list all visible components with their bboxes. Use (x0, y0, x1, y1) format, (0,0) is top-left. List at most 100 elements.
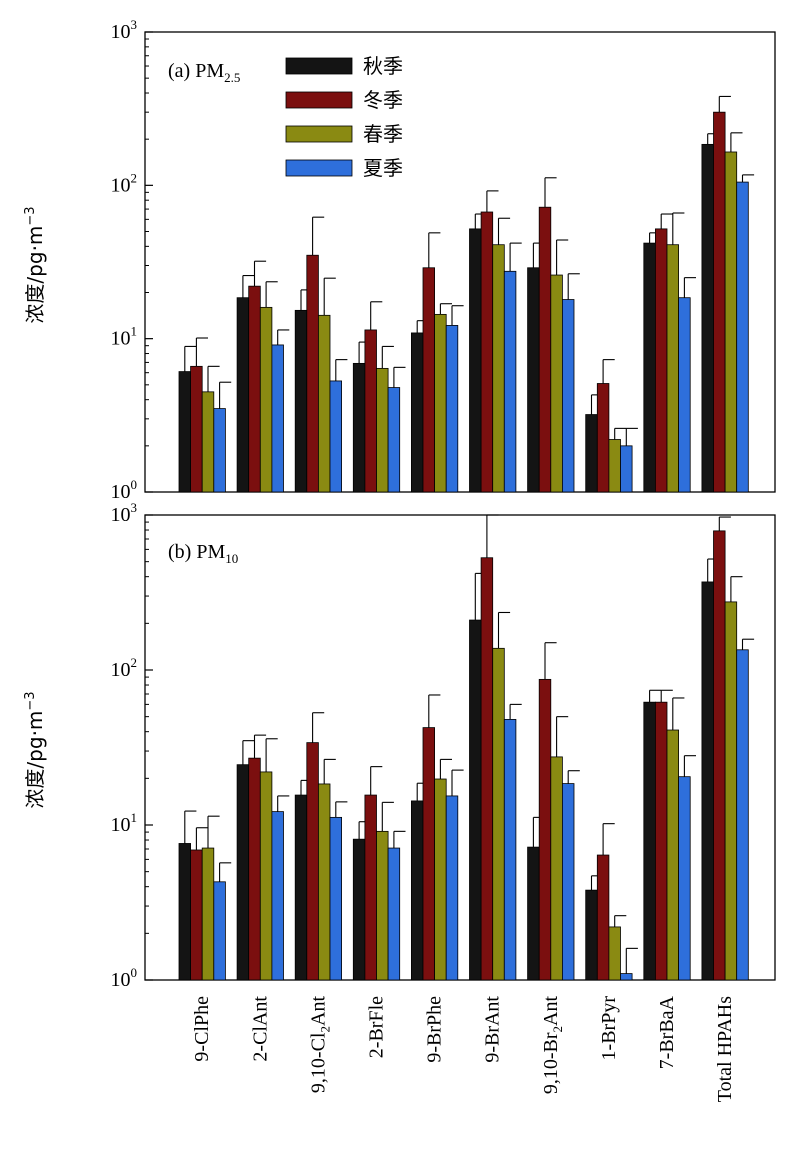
legend-label: 夏季 (363, 156, 403, 180)
bar (387, 387, 401, 493)
bar (480, 211, 494, 493)
bar (503, 270, 517, 493)
bar (445, 795, 459, 981)
x-category-label: 9,10-Br2Ant (540, 996, 565, 1095)
y-tick-label: 103 (111, 500, 138, 526)
bar (352, 362, 366, 493)
bar (585, 414, 598, 493)
bar (306, 254, 319, 493)
bar (271, 811, 284, 981)
legend-swatch (285, 159, 353, 177)
panel-label: (b) PM10 (168, 541, 238, 566)
bar (620, 973, 633, 981)
bar (608, 439, 621, 493)
bar (701, 143, 714, 493)
plot-frame (144, 31, 776, 493)
bar (538, 678, 552, 981)
x-category-label: 7-BrBaA (656, 995, 678, 1069)
bar (306, 742, 319, 981)
bar (201, 847, 215, 981)
panel-a-pm25: 100 101 102 103 浓度/pg·m−3 (a) PM2.5 (23, 17, 776, 503)
bar (655, 228, 668, 493)
bar (596, 854, 610, 981)
legend-swatch (285, 57, 353, 75)
bar (271, 344, 284, 493)
y-tick-label: 100 (111, 477, 138, 503)
bar (480, 557, 494, 981)
legend-label: 冬季 (363, 88, 403, 112)
x-category-label: 2-BrFle (366, 996, 388, 1058)
bar (329, 380, 343, 493)
bar (422, 727, 436, 981)
x-category-label: 9-BrAnt (482, 996, 504, 1063)
bar (213, 881, 226, 981)
bar (259, 771, 273, 981)
bar (562, 299, 575, 493)
bar (376, 367, 389, 493)
bar (503, 719, 517, 981)
bar (620, 445, 633, 493)
bar (562, 783, 575, 981)
bar (190, 849, 203, 981)
bar (259, 306, 273, 493)
bar (736, 649, 749, 981)
bar (178, 843, 192, 981)
y-tick-label: 102 (111, 655, 138, 681)
legend-label: 春季 (363, 122, 403, 146)
panel-label: (a) PM2.5 (168, 60, 240, 85)
bar (538, 206, 552, 493)
bar (364, 794, 377, 981)
bar (294, 309, 308, 493)
bar (469, 619, 482, 981)
y-tick-label: 103 (111, 17, 138, 43)
bar (724, 601, 738, 981)
bar (317, 783, 331, 981)
legend-swatch (285, 91, 353, 109)
x-category-label: Total HPAHs (714, 996, 736, 1102)
bar (527, 267, 540, 493)
x-category-label: 9-ClPhe (191, 996, 213, 1062)
bar (550, 274, 563, 493)
bar (178, 371, 192, 493)
bar (201, 391, 215, 493)
bar (213, 408, 226, 493)
bar (445, 325, 459, 493)
panel-b-pm10: 100 101 102 103 浓度/pg·m−3 (b) PM10 (23, 500, 776, 991)
bar (387, 847, 401, 981)
bar (434, 313, 447, 493)
bar (678, 297, 691, 493)
bar (666, 729, 680, 981)
bar (410, 332, 424, 493)
bar (724, 151, 738, 493)
bar (713, 530, 726, 981)
bar (236, 764, 250, 981)
bar (190, 365, 203, 493)
bar (236, 297, 250, 493)
bar (364, 329, 377, 493)
bar (585, 889, 598, 981)
bar (410, 800, 424, 981)
y-tick-label: 101 (111, 810, 138, 836)
bar (678, 776, 691, 981)
legend-label: 秋季 (363, 54, 403, 78)
x-category-label: 9-BrPhe (424, 996, 446, 1063)
x-category-label: 2-ClAnt (249, 996, 271, 1062)
bar (713, 111, 726, 493)
bar (434, 778, 447, 981)
bar (294, 794, 308, 981)
bar (422, 267, 436, 493)
bar (527, 846, 540, 981)
y-axis-label: 浓度/pg·m−3 (23, 206, 47, 323)
bar (666, 244, 680, 493)
y-tick-label: 101 (111, 324, 138, 350)
bar (248, 757, 261, 981)
bar (317, 314, 331, 493)
bar (608, 926, 621, 981)
bar (248, 285, 261, 493)
bar (329, 816, 343, 981)
bar (352, 838, 366, 981)
x-category-label: 9,10-Cl2Ant (307, 996, 332, 1094)
bar (492, 244, 505, 493)
